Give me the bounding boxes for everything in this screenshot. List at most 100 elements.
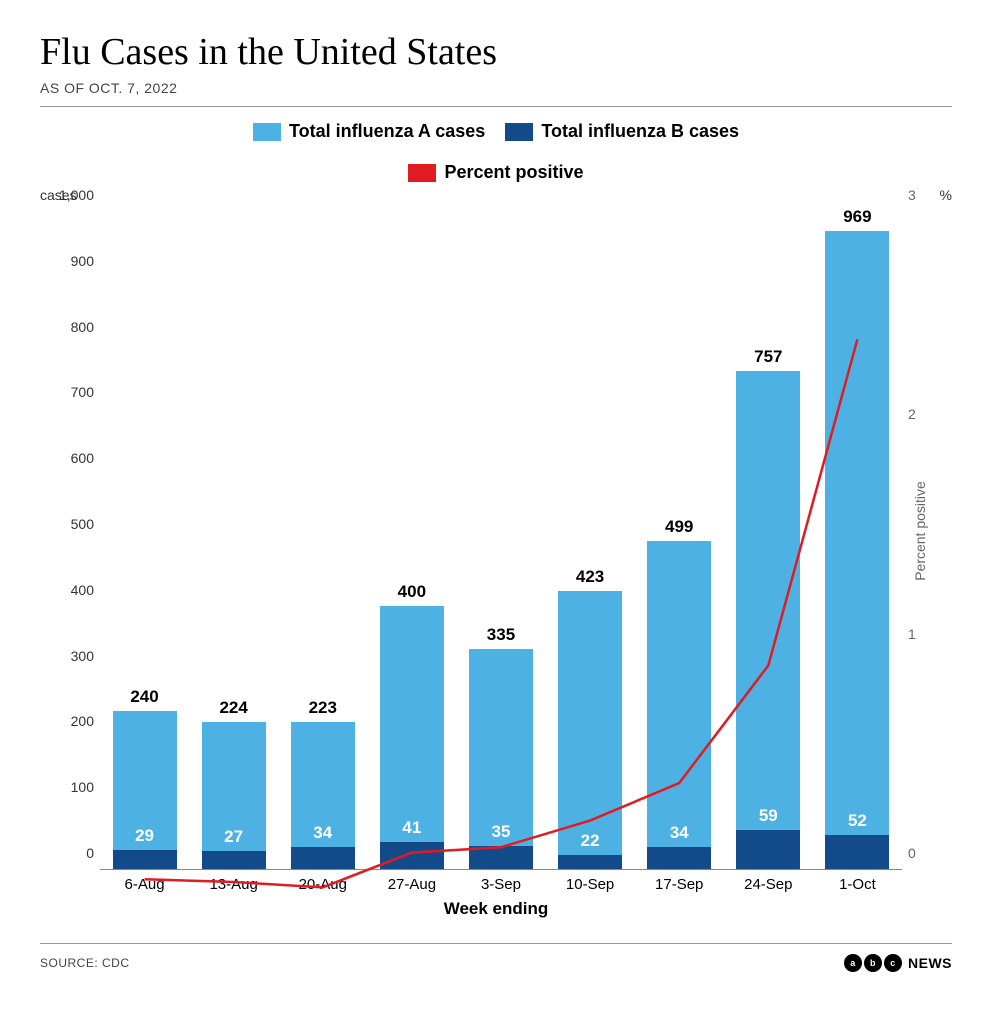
chart-area: cases % Percent positive 240292242722334…: [40, 191, 952, 870]
chart-title: Flu Cases in the United States: [40, 30, 952, 74]
bar-segment-a: [469, 649, 533, 846]
bar-b-label: 41: [402, 818, 421, 838]
legend-label-b: Total influenza B cases: [541, 121, 739, 142]
bar-b-label: 22: [581, 831, 600, 851]
bar-b-label: 27: [224, 827, 243, 847]
bar-b-label: 34: [670, 823, 689, 843]
swatch-b: [505, 123, 533, 141]
y-right-title: Percent positive: [912, 481, 928, 581]
y-left-tick: 100: [50, 779, 94, 795]
x-tick-label: 24-Sep: [730, 876, 806, 893]
bar-total-label: 400: [398, 582, 426, 602]
x-tick-label: 27-Aug: [374, 876, 450, 893]
legend-item-a: Total influenza A cases: [253, 121, 485, 142]
x-tick-label: 13-Aug: [196, 876, 272, 893]
bars-container: 240 29 224 27 223 34 400 41 335 35 423 22 499 34 757 59…: [100, 211, 902, 869]
bar-segment-b: 35: [469, 846, 533, 869]
source-text: SOURCE: CDC: [40, 956, 130, 970]
logo-text: NEWS: [908, 955, 952, 971]
bar-group: 400 41: [374, 211, 450, 869]
y-left-tick: 0: [50, 845, 94, 861]
y-right-label: %: [940, 187, 952, 203]
bar-total-label: 423: [576, 567, 604, 587]
y-left-tick: 200: [50, 713, 94, 729]
swatch-a: [253, 123, 281, 141]
y-right-tick: 2: [908, 406, 932, 422]
bar-b-label: 35: [492, 822, 511, 842]
y-right-tick: 3: [908, 187, 932, 203]
stacked-bar: 96952: [825, 231, 889, 869]
logo-disc: a: [844, 954, 862, 972]
x-axis-labels: 6-Aug 13-Aug 20-Aug 27-Aug 3-Sep 10-Sep 17-Sep…: [100, 876, 902, 893]
bar-group: 223 34: [285, 211, 361, 869]
bar-total-label: 240: [130, 687, 158, 707]
bar-total-label: 223: [309, 698, 337, 718]
x-tick-label: 3-Sep: [463, 876, 539, 893]
bar-b-label: 52: [848, 811, 867, 831]
y-right-tick: 1: [908, 626, 932, 642]
stacked-bar: 22334: [291, 722, 355, 869]
bar-group: 335 35: [463, 211, 539, 869]
bar-total-label: 757: [754, 347, 782, 367]
legend-item-b: Total influenza B cases: [505, 121, 739, 142]
x-tick-label: 1-Oct: [819, 876, 895, 893]
bar-group: 240 29: [106, 211, 182, 869]
bar-group: 96952: [819, 211, 895, 869]
y-left-tick: 400: [50, 582, 94, 598]
x-axis-title: Week ending: [40, 899, 952, 919]
brand-logo: a b c NEWS: [844, 954, 952, 972]
logo-disc: b: [864, 954, 882, 972]
bar-segment-a: [736, 371, 800, 830]
x-tick-label: 10-Sep: [552, 876, 628, 893]
bar-segment-b: 27: [202, 851, 266, 869]
x-tick-label: 20-Aug: [285, 876, 361, 893]
y-right-tick: 0: [908, 845, 932, 861]
bar-segment-b: 41: [380, 842, 444, 869]
bar-total-label: 335: [487, 625, 515, 645]
footer: SOURCE: CDC a b c NEWS: [40, 943, 952, 972]
stacked-bar: 33535: [469, 649, 533, 869]
stacked-bar: 49934: [647, 541, 711, 869]
bar-segment-b: 59: [736, 830, 800, 869]
y-left-tick: 800: [50, 319, 94, 335]
bar-total-label: 224: [219, 698, 247, 718]
bar-group: 224 27: [196, 211, 272, 869]
stacked-bar: 42322: [558, 591, 622, 869]
legend: Total influenza A cases Total influenza …: [40, 121, 952, 183]
bar-group: 757 59: [730, 211, 806, 869]
bar-group: 499 34: [641, 211, 717, 869]
bar-segment-a: [647, 541, 711, 847]
y-left-tick: 600: [50, 450, 94, 466]
legend-label-line: Percent positive: [444, 162, 583, 183]
bar-segment-b: 34: [647, 847, 711, 869]
bar-group: 423 22: [552, 211, 628, 869]
x-tick-label: 17-Sep: [641, 876, 717, 893]
y-left-tick: 500: [50, 516, 94, 532]
logo-disc: c: [884, 954, 902, 972]
y-left-tick: 700: [50, 384, 94, 400]
stacked-bar: 75759: [736, 371, 800, 869]
plot-region: 240 29 224 27 223 34 400 41 335 35 423 22 499 34 757 59…: [100, 211, 902, 870]
stacked-bar: 24029: [113, 711, 177, 869]
legend-item-line: Percent positive: [408, 162, 583, 183]
bar-b-label: 59: [759, 806, 778, 826]
bar-b-label: 34: [313, 823, 332, 843]
bar-total-label: 969: [843, 207, 871, 227]
legend-label-a: Total influenza A cases: [289, 121, 485, 142]
stacked-bar: 40041: [380, 606, 444, 869]
bar-segment-a: [825, 231, 889, 834]
stacked-bar: 22427: [202, 722, 266, 869]
bar-segment-b: 52: [825, 835, 889, 869]
chart-subtitle: AS OF OCT. 7, 2022: [40, 80, 952, 107]
y-left-tick: 300: [50, 648, 94, 664]
bar-total-label: 499: [665, 517, 693, 537]
bar-segment-a: [380, 606, 444, 842]
x-tick-label: 6-Aug: [106, 876, 182, 893]
bar-segment-a: [558, 591, 622, 855]
bar-segment-b: 22: [558, 855, 622, 869]
y-left-tick: 1,000: [50, 187, 94, 203]
bar-b-label: 29: [135, 826, 154, 846]
bar-segment-b: 29: [113, 850, 177, 869]
swatch-line: [408, 164, 436, 182]
bar-segment-b: 34: [291, 847, 355, 869]
